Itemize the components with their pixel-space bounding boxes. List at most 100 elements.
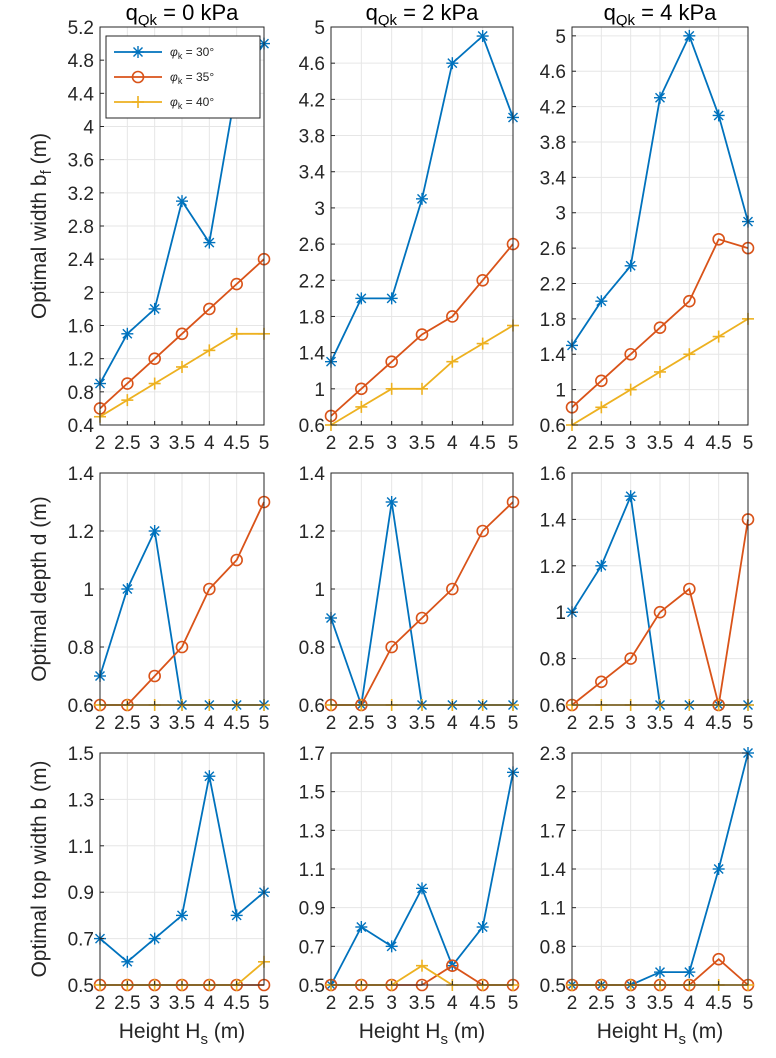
circle-marker	[446, 959, 459, 972]
data-point-phi30	[476, 921, 489, 933]
x-tick-label: 3.5	[647, 993, 673, 1014]
data-point-phi35	[712, 232, 725, 246]
x-tick-label: 5	[259, 713, 270, 734]
y-tick-label: 1.1	[299, 860, 325, 881]
asterisk-marker-d2	[655, 92, 665, 103]
legend-label: φk = 35°	[170, 70, 214, 86]
x-tick-label: 2	[567, 433, 578, 454]
data-point-phi30	[446, 57, 459, 70]
y-tick-label: 1.5	[299, 783, 325, 804]
asterisk-marker-d2	[447, 58, 458, 69]
text-part: s	[200, 1031, 208, 1048]
data-point-phi30	[148, 932, 161, 945]
data-point-phi30	[712, 863, 725, 875]
x-tick-label: 5	[259, 993, 270, 1014]
y-tick-label: 0.8	[540, 937, 566, 958]
x-tick-label: 2	[326, 433, 337, 454]
text-part: k	[178, 51, 183, 61]
y-tick-label: 1.3	[68, 790, 94, 811]
y-tick-label: 3	[555, 204, 566, 225]
text-part: q	[126, 0, 138, 25]
text-part: = 4 kPa	[635, 0, 717, 25]
circle-marker	[385, 640, 398, 654]
circle-marker	[595, 675, 608, 689]
y-tick-label: 3.8	[540, 133, 566, 154]
data-point-phi35	[230, 277, 243, 291]
asterisk-marker-d2	[204, 237, 215, 248]
data-point-phi40	[230, 327, 243, 340]
circle-marker	[175, 640, 189, 654]
circle-marker	[148, 669, 161, 683]
x-tick-label: 2	[95, 993, 106, 1014]
y-tick-label: 5.2	[68, 18, 94, 39]
y-tick-label: 0.6	[68, 696, 94, 717]
y-tick-label: 3.8	[299, 127, 325, 148]
y-tick-label: 0.8	[540, 650, 566, 671]
asterisk-marker-d2	[177, 910, 187, 921]
y-tick-label: 0.7	[68, 930, 94, 951]
data-point-phi35	[446, 959, 459, 972]
data-point-phi40	[416, 959, 428, 972]
y-tick-label: 0.7	[299, 937, 325, 958]
legend-entry-phi35: φk = 35°	[114, 70, 214, 86]
text-part: = 2 kPa	[397, 0, 479, 25]
asterisk-marker-d2	[713, 110, 724, 121]
x-tick-label: 2.5	[588, 713, 614, 734]
x-axis-label: Height Hs (m)	[359, 1020, 486, 1048]
panel-r0-c1: 2 2.5 3 3.5 4 4.5 5 0.6 1 1.4 1.8 2.2 2.6 3 3.4 3.8 4.2 4…	[299, 18, 520, 454]
y-tick-label: 1.1	[68, 837, 94, 858]
y-tick-label: 0.9	[68, 883, 94, 904]
data-point-phi30	[203, 236, 216, 249]
text-part: Optimal depth d (m)	[28, 496, 51, 682]
asterisk-marker-d2	[477, 31, 488, 42]
x-tick-label: 2	[95, 713, 106, 734]
text-part: Height H	[119, 1020, 201, 1043]
y-tick-label: 0.9	[299, 899, 325, 920]
x-tick-label: 4.5	[705, 433, 731, 454]
circle-marker	[624, 652, 637, 665]
y-tick-label: 1.4	[540, 345, 567, 366]
circle-marker	[230, 277, 243, 291]
x-tick-label: 2.5	[114, 713, 140, 734]
data-point-phi30	[624, 259, 637, 272]
x-tick-label: 2.5	[588, 433, 614, 454]
x-tick-label: 3.5	[409, 433, 435, 454]
x-tick-label: 2	[95, 433, 106, 454]
x-tick-label: 4.5	[223, 713, 249, 734]
data-point-phi35	[624, 347, 637, 361]
y-tick-label: 0.8	[299, 638, 325, 659]
y-tick-label: 3	[314, 199, 325, 220]
asterisk-marker-d2	[204, 771, 215, 782]
y-tick-label: 2.2	[540, 274, 566, 295]
x-tick-label: 2.5	[114, 993, 140, 1014]
x-tick-label: 2.5	[348, 433, 374, 454]
asterisk-marker-d2	[386, 293, 397, 304]
series-line-phi35	[571, 238, 749, 408]
asterisk-marker-d2	[477, 922, 488, 932]
asterisk-marker-d2	[356, 293, 367, 304]
data-point-phi30	[385, 940, 398, 953]
y-tick-label: 2	[555, 783, 566, 804]
data-point-phi40	[683, 348, 696, 361]
text-part: φ	[170, 45, 178, 59]
data-point-phi40	[595, 401, 608, 414]
asterisk-marker-d2	[133, 47, 143, 57]
y-tick-label: 1.7	[540, 821, 566, 842]
circle-marker	[230, 553, 243, 567]
x-tick-label: 3.5	[647, 433, 673, 454]
data-point-phi35	[415, 328, 429, 341]
data-point-phi35	[203, 582, 216, 596]
y-tick-label: 5	[314, 18, 325, 39]
data-point-phi35	[446, 582, 459, 596]
data-point-phi30	[176, 909, 188, 922]
y-tick-label: 1.4	[299, 464, 326, 485]
text-part: Qk	[138, 12, 158, 29]
y-tick-label: 1.5	[68, 744, 94, 765]
data-point-phi40	[624, 383, 637, 396]
data-point-phi35	[476, 273, 489, 287]
data-point-phi40	[416, 382, 428, 395]
asterisk-marker-d2	[684, 967, 695, 978]
x-tick-label: 3	[149, 993, 160, 1014]
data-point-phi30	[683, 966, 696, 979]
x-tick-label: 2	[567, 993, 578, 1014]
